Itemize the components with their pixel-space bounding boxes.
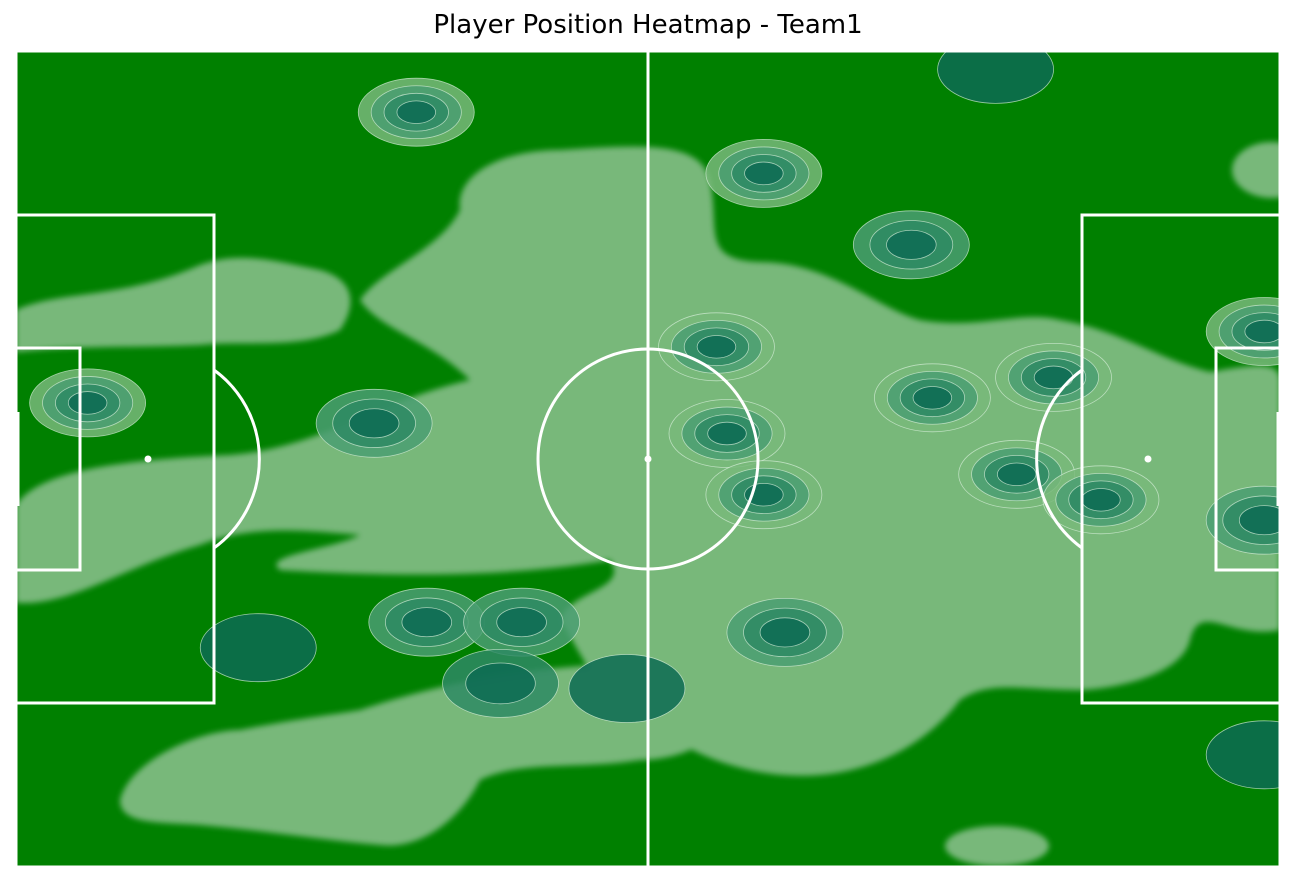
- center-spot: [644, 455, 652, 463]
- density-contour: [1244, 319, 1280, 344]
- density-hotspot: [852, 210, 970, 280]
- right-six-yard-box: [1214, 346, 1282, 572]
- density-contour: [401, 607, 453, 638]
- density-hotspot: [937, 51, 1054, 104]
- center-circle: [536, 347, 760, 571]
- density-contour: [996, 462, 1037, 487]
- density-hotspot: [1205, 297, 1280, 366]
- density-contour: [396, 100, 436, 124]
- pitch-spots: [144, 455, 1152, 463]
- left-six-yard-box: [14, 346, 82, 572]
- density-hotspot: [29, 368, 147, 438]
- density-hotspot: [726, 598, 844, 667]
- density-contour: [912, 386, 953, 410]
- density-hotspot: [1205, 720, 1280, 790]
- density-hotspots: [29, 51, 1280, 790]
- density-hotspot: [1042, 465, 1160, 535]
- density-contour: [199, 613, 317, 683]
- density-contour: [744, 161, 784, 186]
- density-hotspot: [874, 363, 991, 433]
- density-contour: [1081, 488, 1121, 512]
- density-hotspot: [658, 312, 775, 382]
- chart-title: Player Position Heatmap - Team1: [433, 10, 863, 40]
- density-hotspot: [357, 77, 475, 147]
- left-penalty-spot: [144, 455, 152, 463]
- density-contour: [696, 335, 737, 359]
- right-penalty-arc: [1035, 368, 1083, 550]
- density-hotspot: [368, 587, 486, 657]
- density-region-top-right-spot: [1232, 142, 1280, 198]
- density-hotspot: [705, 460, 823, 530]
- density-contour: [1205, 720, 1280, 790]
- density-contour: [496, 607, 547, 638]
- density-region-bottom-spot: [945, 826, 1049, 866]
- density-hotspot: [199, 613, 317, 683]
- right-penalty-spot: [1144, 455, 1152, 463]
- density-hotspot: [315, 388, 433, 458]
- density-region-left-wing: [16, 257, 351, 352]
- density-hotspot: [568, 654, 686, 723]
- density-contour: [886, 229, 937, 260]
- density-contour: [937, 51, 1054, 104]
- density-contour: [1033, 365, 1074, 390]
- density-contour: [465, 662, 536, 705]
- left-penalty-arc: [213, 368, 261, 550]
- density-hotspot: [668, 399, 786, 468]
- density-contour: [348, 408, 400, 439]
- density-contour: [759, 617, 811, 648]
- density-contour: [67, 391, 108, 415]
- density-hotspot: [463, 587, 580, 657]
- density-contour: [568, 654, 686, 723]
- density-contour: [1238, 505, 1280, 536]
- density-hotspot: [705, 138, 823, 208]
- density-hotspot: [1205, 485, 1280, 555]
- density-contour: [707, 421, 747, 446]
- density-region-bottom: [120, 664, 725, 846]
- density-hotspot: [442, 649, 559, 718]
